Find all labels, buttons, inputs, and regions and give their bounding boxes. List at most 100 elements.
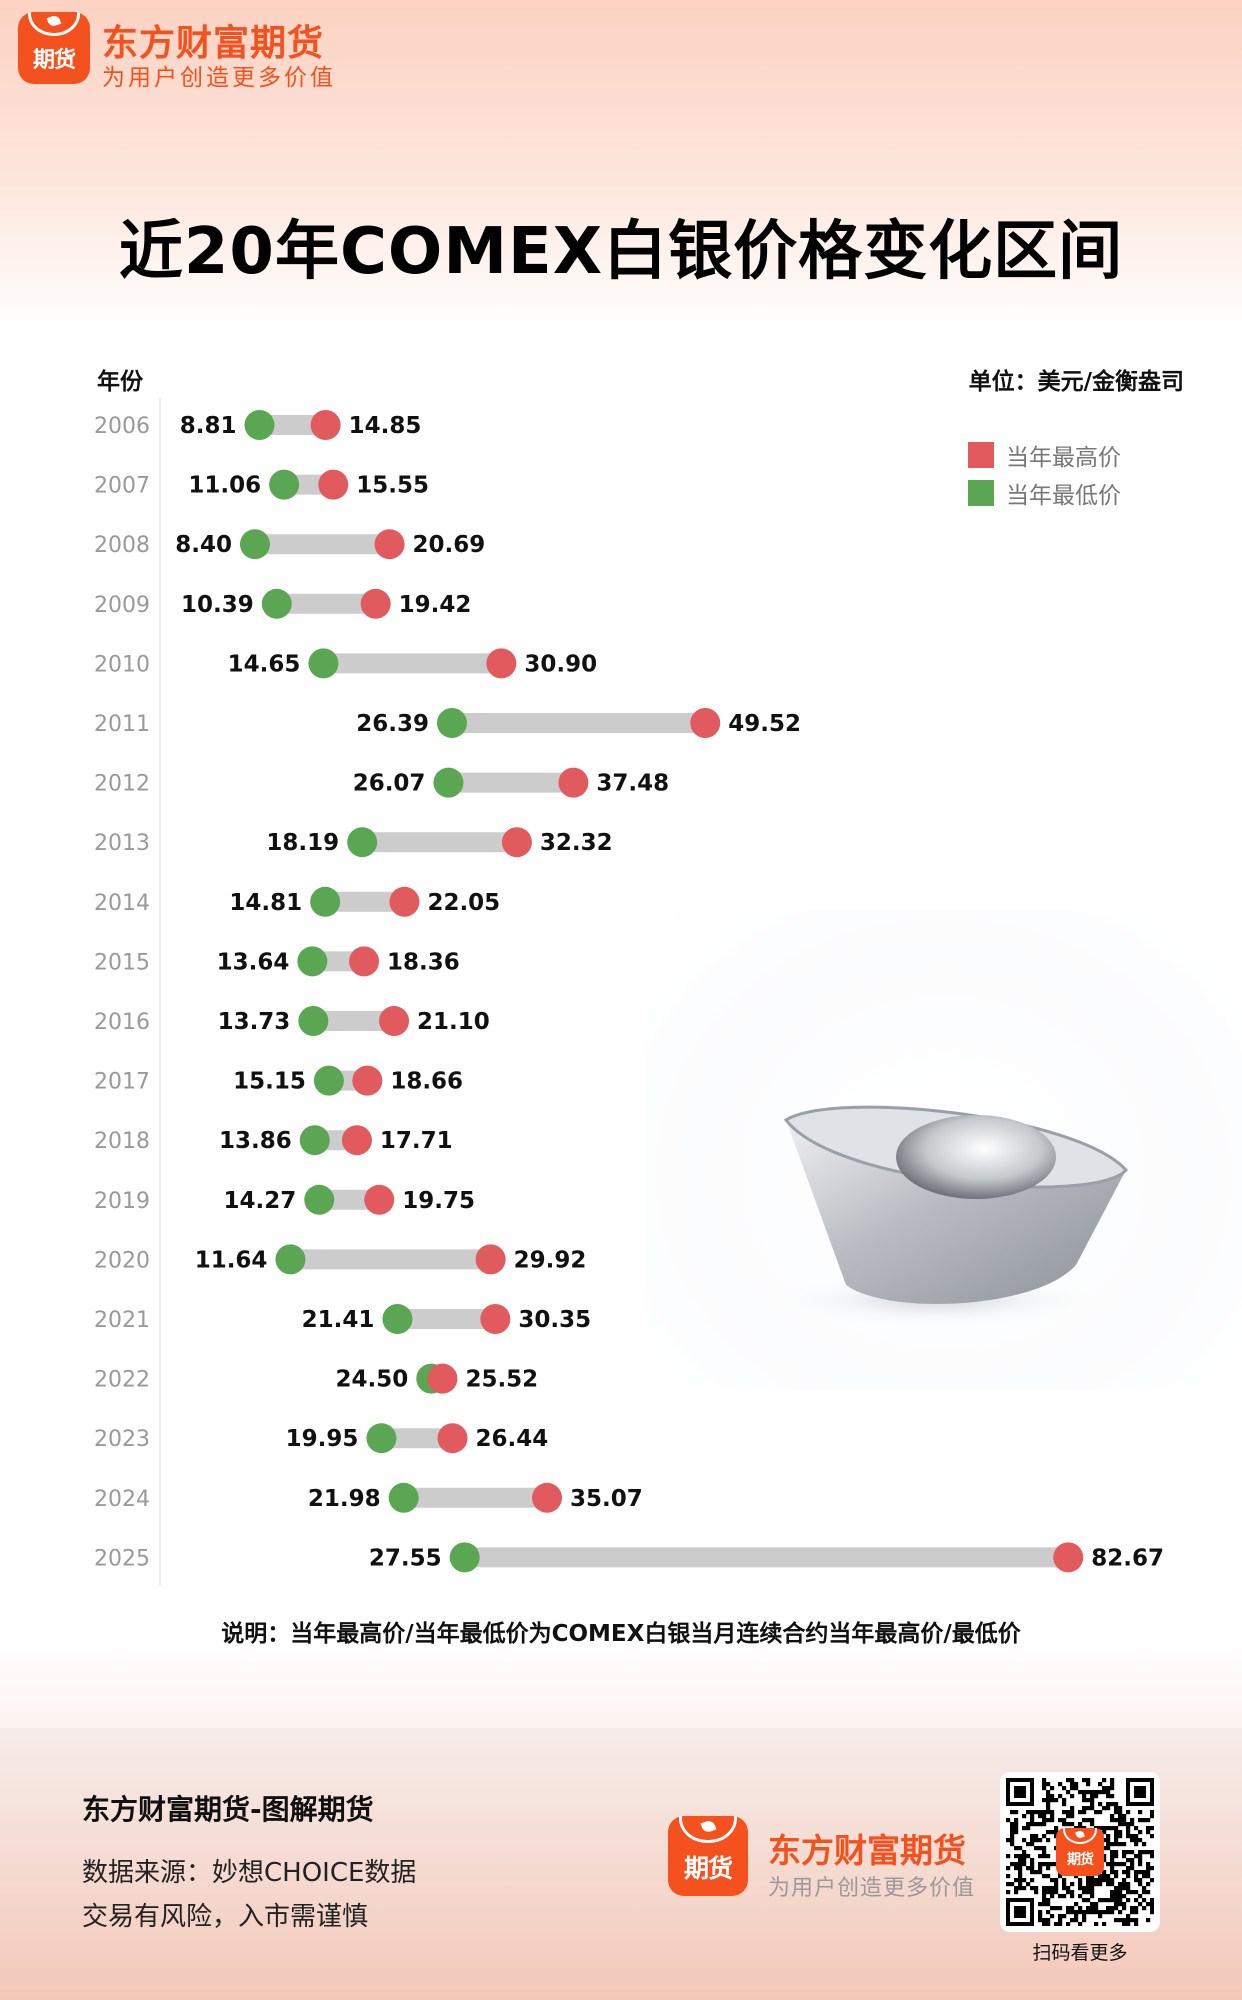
year-tick-label: 2016 xyxy=(94,1010,150,1035)
app-icon-text: 期货 xyxy=(32,47,76,73)
high-value-label: 30.90 xyxy=(524,651,597,677)
low-value-label: 14.65 xyxy=(228,651,301,677)
high-point xyxy=(480,1304,511,1334)
low-value-label: 26.07 xyxy=(353,771,426,797)
legend-label: 当年最高价 xyxy=(1006,445,1121,471)
year-tick-label: 2012 xyxy=(94,772,150,797)
high-value-label: 25.52 xyxy=(465,1367,538,1393)
high-value-label: 18.36 xyxy=(387,949,460,975)
high-value-label: 19.75 xyxy=(402,1188,475,1214)
low-value-label: 13.73 xyxy=(218,1009,291,1035)
year-tick-label: 2021 xyxy=(94,1308,150,1333)
low-value-label: 15.15 xyxy=(233,1069,306,1095)
low-value-label: 10.39 xyxy=(181,592,254,618)
legend-swatch-high xyxy=(968,442,994,468)
high-point xyxy=(1053,1542,1084,1573)
page-title: 近20年COMEX白银价格变化区间 xyxy=(118,215,1124,289)
low-value-label: 27.55 xyxy=(369,1545,442,1571)
year-tick-label: 2023 xyxy=(94,1427,150,1452)
high-value-label: 21.10 xyxy=(417,1009,490,1035)
low-point xyxy=(449,1542,480,1573)
low-value-label: 8.40 xyxy=(175,532,232,558)
footer-brand-logo: 期货 xyxy=(668,1816,748,1896)
high-point xyxy=(427,1363,458,1394)
high-value-label: 32.32 xyxy=(540,830,613,856)
chart-footnote: 说明：当年最高价/当年最低价为COMEX白银当月连续合约当年最高价/最低价 xyxy=(221,1621,1021,1647)
year-tick-label: 2014 xyxy=(94,891,150,916)
year-axis-label: 年份 xyxy=(97,369,143,395)
app-icon: 期货 xyxy=(668,1816,748,1896)
low-point xyxy=(261,588,292,619)
year-tick-label: 2007 xyxy=(94,474,150,499)
year-tick-label: 2015 xyxy=(94,950,150,975)
silver-ingot-icon xyxy=(776,1105,1129,1325)
high-point xyxy=(532,1482,563,1513)
high-point xyxy=(389,886,420,917)
low-point xyxy=(275,1244,306,1275)
high-point xyxy=(349,946,380,977)
year-tick-label: 2018 xyxy=(94,1129,150,1154)
low-point xyxy=(308,648,339,679)
footer-brand-name: 东方财富期货 xyxy=(768,1831,966,1870)
year-tick-label: 2024 xyxy=(94,1487,150,1512)
high-value-label: 19.42 xyxy=(399,592,472,618)
data-source: 数据来源：妙想CHOICE数据 xyxy=(82,1858,417,1888)
risk-warning: 交易有风险，入市需谨慎 xyxy=(82,1902,369,1932)
low-value-label: 13.86 xyxy=(219,1128,292,1154)
high-point xyxy=(501,827,532,858)
qr-caption: 扫码看更多 xyxy=(1032,1942,1128,1964)
legend-item-high: 当年最高价 xyxy=(968,436,1121,474)
low-point xyxy=(310,886,341,917)
low-point xyxy=(433,767,464,798)
year-tick-label: 2006 xyxy=(94,414,150,439)
low-point xyxy=(299,1125,330,1156)
low-point xyxy=(239,529,270,560)
high-value-label: 49.52 xyxy=(728,711,801,737)
low-value-label: 21.98 xyxy=(308,1486,381,1512)
qr-code[interactable]: 期货 xyxy=(1000,1772,1160,1932)
high-value-label: 20.69 xyxy=(413,532,486,558)
high-point xyxy=(486,648,517,679)
year-tick-label: 2008 xyxy=(94,533,150,558)
high-point xyxy=(352,1065,383,1096)
unit-label: 单位：美元/金衡盎司 xyxy=(968,369,1184,395)
legend-item-low: 当年最低价 xyxy=(968,474,1121,512)
high-point xyxy=(475,1244,506,1275)
low-value-label: 19.95 xyxy=(286,1426,359,1452)
year-tick-label: 2022 xyxy=(94,1368,150,1393)
high-point xyxy=(437,1423,468,1454)
low-point xyxy=(388,1482,419,1513)
low-value-label: 14.27 xyxy=(223,1188,296,1214)
high-value-label: 26.44 xyxy=(476,1426,549,1452)
year-tick-label: 2019 xyxy=(94,1189,150,1214)
year-tick-label: 2010 xyxy=(94,652,150,677)
high-point xyxy=(374,529,405,560)
low-value-label: 11.06 xyxy=(188,473,261,499)
dumbbell-chart: 2006 8.81 14.85 2007 11.06 15.55 2008 8.40 20.69… xyxy=(94,398,1164,1586)
high-value-label: 37.48 xyxy=(596,771,669,797)
high-value-label: 17.71 xyxy=(380,1128,453,1154)
high-point xyxy=(341,1125,372,1156)
legend-label: 当年最低价 xyxy=(1006,483,1121,509)
low-point xyxy=(244,410,275,440)
high-point xyxy=(310,410,341,440)
high-value-label: 15.55 xyxy=(356,473,429,499)
high-point xyxy=(360,588,391,619)
high-value-label: 14.85 xyxy=(349,413,422,439)
brand-slogan: 为用户创造更多价值 xyxy=(102,65,336,91)
legend-swatch-low xyxy=(968,480,994,506)
year-tick-label: 2013 xyxy=(94,831,150,856)
high-value-label: 30.35 xyxy=(518,1307,591,1333)
qr-center-logo: 期货 xyxy=(1056,1828,1104,1876)
year-tick-label: 2017 xyxy=(94,1070,150,1095)
low-point xyxy=(304,1184,335,1215)
high-point xyxy=(364,1184,395,1215)
silver-ingot-illustration xyxy=(646,910,1242,1390)
year-tick-label: 2020 xyxy=(94,1248,150,1273)
footer-title: 东方财富期货-图解期货 xyxy=(82,1793,374,1826)
low-value-label: 11.64 xyxy=(195,1247,268,1273)
low-point xyxy=(297,946,328,977)
low-point xyxy=(269,469,300,500)
low-point xyxy=(347,827,378,858)
low-value-label: 21.41 xyxy=(302,1307,375,1333)
